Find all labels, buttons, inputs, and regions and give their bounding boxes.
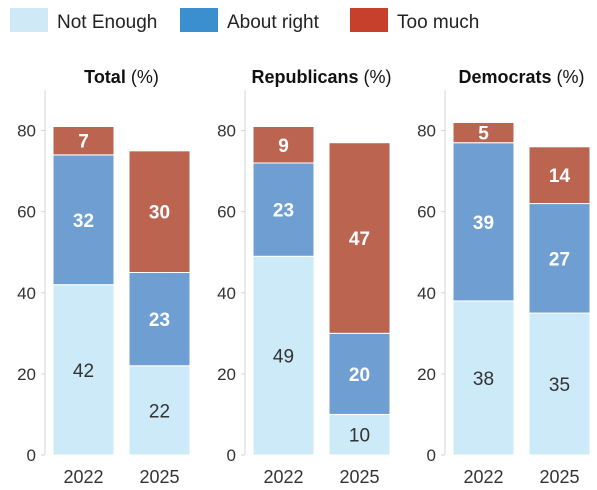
- y-tick-label: 0: [27, 446, 36, 465]
- panel-title: Total (%): [84, 67, 159, 87]
- legend-swatch: [10, 8, 48, 32]
- panel-title: Democrats (%): [458, 67, 584, 87]
- data-label: 7: [78, 132, 89, 153]
- bar-segment-too-much: [328, 142, 391, 334]
- data-label: 47: [349, 229, 370, 250]
- data-label: 20: [349, 365, 370, 386]
- panel-title: Republicans (%): [251, 67, 391, 87]
- panel-title-name: Total: [84, 67, 126, 87]
- y-tick-label: 0: [427, 446, 436, 465]
- bar-segment-not-enough: [252, 255, 315, 456]
- x-category-label: 2025: [139, 467, 179, 487]
- legend-item-not-enough: Not Enough: [10, 8, 157, 33]
- bar-segment-about-right: [328, 332, 391, 415]
- y-tick-label: 20: [417, 365, 436, 384]
- bar-segment-too-much: [528, 146, 591, 205]
- y-tick-label: 40: [217, 284, 236, 303]
- y-tick-label: 40: [417, 284, 436, 303]
- y-tick-label: 0: [227, 446, 236, 465]
- panel-title-unit: (%): [552, 67, 585, 87]
- legend-label: Not Enough: [57, 12, 157, 33]
- panel-total: Total (%) 0 20 40 60 80 42 32 7 2022 22 23 30 2025: [17, 67, 191, 487]
- y-tick-label: 80: [17, 122, 36, 141]
- x-category-label: 2025: [339, 467, 379, 487]
- bar-segment-about-right: [52, 154, 115, 286]
- legend-swatch: [180, 8, 218, 32]
- x-category-label: 2025: [539, 467, 579, 487]
- data-label: 9: [278, 136, 289, 157]
- bar-segment-not-enough: [328, 413, 391, 456]
- y-tick-label: 60: [17, 203, 36, 222]
- x-category-label: 2022: [463, 467, 503, 487]
- bar-segment-not-enough: [52, 284, 115, 456]
- y-tick-label: 20: [217, 365, 236, 384]
- data-label: 35: [549, 375, 570, 396]
- data-label: 10: [349, 426, 370, 447]
- data-label: 14: [549, 166, 571, 187]
- y-tick-label: 80: [417, 122, 436, 141]
- y-tick-label: 80: [217, 122, 236, 141]
- bar-segment-about-right: [252, 162, 315, 257]
- panel-democrats: Democrats (%) 0 20 40 60 80 38 39 5 2022 35 27 14 202…: [417, 67, 591, 487]
- data-label: 49: [273, 347, 294, 368]
- panel-republicans: Republicans (%) 0 20 40 60 80 49 23 9 2022 10 20 47 2…: [217, 67, 391, 487]
- bar-segment-too-much: [252, 126, 315, 164]
- y-tick-label: 20: [17, 365, 36, 384]
- legend-swatch: [350, 8, 388, 32]
- panel-title-name: Republicans: [251, 67, 358, 87]
- legend: Not Enough About right Too much: [10, 8, 479, 33]
- bar-segment-about-right: [128, 272, 191, 367]
- legend-item-about-right: About right: [180, 8, 320, 33]
- bar-segment-too-much: [128, 150, 191, 273]
- legend-item-too-much: Too much: [350, 8, 479, 33]
- bar-segment-not-enough: [528, 312, 591, 456]
- data-label: 5: [478, 124, 489, 145]
- panel-title-unit: (%): [359, 67, 392, 87]
- x-category-label: 2022: [63, 467, 103, 487]
- data-label: 38: [473, 369, 494, 390]
- y-tick-label: 60: [417, 203, 436, 222]
- data-label: 23: [273, 201, 294, 222]
- chart-panels: Total (%)0204060804232720222223302025Rep…: [17, 67, 591, 487]
- y-tick-label: 40: [17, 284, 36, 303]
- bar-segment-too-much: [52, 126, 115, 156]
- x-category-label: 2022: [263, 467, 303, 487]
- panel-title-name: Democrats: [458, 67, 551, 87]
- data-label: 39: [473, 213, 494, 234]
- legend-label: About right: [227, 12, 320, 33]
- y-tick-label: 60: [217, 203, 236, 222]
- bar-segment-about-right: [452, 142, 515, 302]
- data-label: 42: [73, 361, 94, 382]
- data-label: 27: [549, 249, 570, 270]
- bar-segment-not-enough: [452, 300, 515, 456]
- legend-label: Too much: [397, 12, 479, 33]
- data-label: 23: [149, 310, 170, 331]
- bar-segment-about-right: [528, 203, 591, 314]
- bar-segment-too-much: [452, 121, 515, 144]
- data-label: 32: [73, 211, 94, 232]
- data-label: 22: [149, 401, 170, 422]
- panel-title-unit: (%): [126, 67, 159, 87]
- data-label: 30: [149, 203, 170, 224]
